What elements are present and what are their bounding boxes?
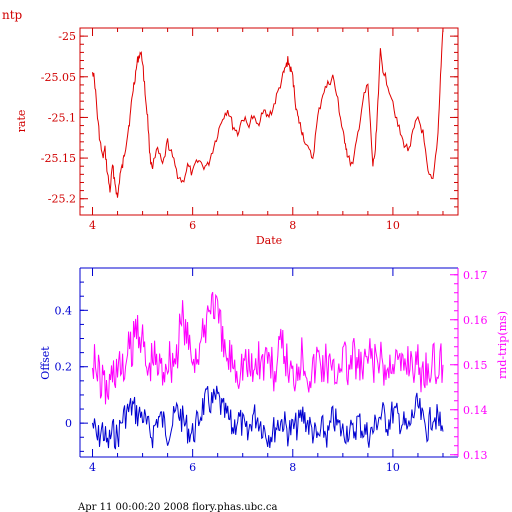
bottom-axis-ticks: 4 6 8 10 0 0.2 0.4 0.13 0.14 0.15 0.16 0.17 xyxy=(55,268,488,474)
rate-y-tick-label: -25.1 xyxy=(48,111,76,124)
offset-y-label: Offset xyxy=(39,346,52,380)
footer-timestamp: Apr 11 00:00:20 2008 flory.phas.ubc.ca xyxy=(77,502,278,512)
roundtrip-series-line xyxy=(92,291,444,405)
offset-y-tick-label: 0.2 xyxy=(55,361,73,374)
bottom-x-tick-label: 6 xyxy=(189,461,196,474)
rate-x-tick-label: 8 xyxy=(289,219,296,232)
offset-y-tick-label: 0.4 xyxy=(55,304,73,317)
roundtrip-y-tick-label: 0.14 xyxy=(463,404,488,417)
bottom-x-tick-label: 8 xyxy=(289,461,296,474)
roundtrip-y-tick-label: 0.15 xyxy=(463,359,488,372)
rate-y-tick-label: -25 xyxy=(58,30,76,43)
rate-x-label: Date xyxy=(256,234,282,247)
rate-x-tick-label: 6 xyxy=(189,219,196,232)
rate-y-tick-label: -25.2 xyxy=(48,193,76,206)
offset-y-tick-label: 0 xyxy=(65,417,72,430)
roundtrip-y-tick-label: 0.16 xyxy=(463,314,488,327)
offset-series-line xyxy=(92,385,444,450)
rate-y-tick-label: -25.05 xyxy=(41,71,76,84)
rate-chart: 4 6 8 10 -25 -25.05 -25.1 -25.15 -25.2 Date rate xyxy=(15,27,459,247)
rate-y-tick-label: -25.15 xyxy=(41,152,76,165)
roundtrip-y-label: rnd-trip(ms) xyxy=(496,311,509,379)
rate-series-line xyxy=(92,27,444,198)
rate-x-tick-label: 10 xyxy=(386,219,400,232)
rate-x-tick-label: 4 xyxy=(89,219,96,232)
rate-y-label: rate xyxy=(15,110,28,133)
bottom-x-tick-label: 4 xyxy=(89,461,96,474)
bottom-x-tick-label: 10 xyxy=(386,461,400,474)
roundtrip-y-tick-label: 0.13 xyxy=(463,449,488,462)
corner-label: ntp xyxy=(2,8,23,22)
roundtrip-y-tick-label: 0.17 xyxy=(463,269,488,282)
rate-axis-ticks: 4 6 8 10 -25 -25.05 -25.1 -25.15 -25.2 xyxy=(41,28,458,232)
rate-plot-frame xyxy=(79,27,459,216)
